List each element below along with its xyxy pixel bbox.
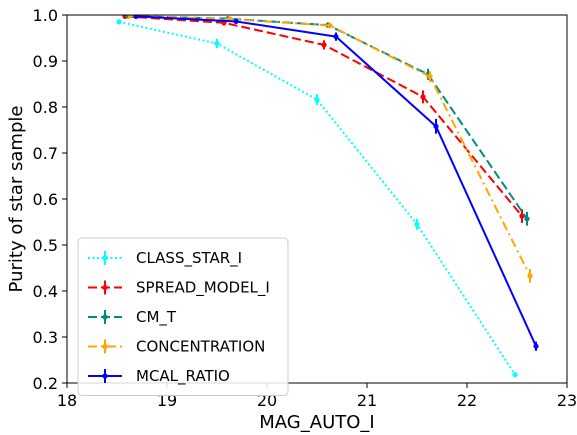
legend-label: CONCENTRATION — [136, 338, 265, 356]
data-point — [233, 18, 239, 25]
data-point — [420, 94, 426, 100]
legend-item: SPREAD_MODEL_I — [88, 279, 270, 298]
legend-marker — [102, 343, 108, 350]
legend-marker — [102, 284, 108, 291]
y-tick-label: 0.5 — [33, 236, 58, 255]
legend-marker — [102, 255, 108, 261]
data-point — [214, 40, 220, 47]
y-tick-label: 0.4 — [33, 282, 58, 301]
series-line — [127, 15, 528, 220]
y-tick-label: 1.0 — [33, 6, 58, 25]
legend-box — [77, 237, 289, 396]
series-spread-model-i — [122, 15, 525, 223]
legend-label: MCAL_RATIO — [136, 367, 230, 386]
series-class-star-i — [116, 19, 518, 378]
data-point — [433, 123, 439, 129]
series-cm-t — [125, 15, 530, 226]
data-point — [533, 343, 539, 349]
data-point — [314, 97, 320, 103]
x-tick-label: 22 — [457, 391, 477, 410]
data-point — [327, 22, 333, 29]
y-tick-label: 0.2 — [33, 374, 58, 393]
x-tick-label: 23 — [557, 391, 577, 410]
y-tick-label: 0.8 — [33, 98, 58, 117]
x-tick-label: 18 — [57, 391, 77, 410]
data-point — [116, 19, 122, 25]
legend-marker — [102, 373, 108, 379]
x-tick-label: 21 — [357, 391, 377, 410]
legend-label: CLASS_STAR_I — [136, 249, 242, 268]
legend-item: CM_T — [88, 308, 177, 327]
data-point — [333, 34, 339, 40]
legend-item: MCAL_RATIO — [88, 367, 230, 386]
series-concentration — [127, 15, 533, 283]
data-point — [127, 15, 133, 19]
data-point — [321, 42, 327, 48]
legend-item: CLASS_STAR_I — [88, 249, 242, 268]
y-tick-label: 0.7 — [33, 144, 58, 163]
legend-marker — [102, 314, 108, 320]
data-point — [133, 15, 139, 19]
data-point — [524, 216, 530, 222]
data-point — [427, 74, 433, 80]
y-axis-label: Purity of star sample — [6, 106, 27, 293]
data-point — [512, 372, 518, 378]
y-tick-label: 0.9 — [33, 52, 58, 71]
legend-label: SPREAD_MODEL_I — [136, 279, 270, 298]
series-mcal-ratio — [133, 15, 539, 351]
legend-label: CM_T — [136, 308, 177, 327]
legend-item: CONCENTRATION — [88, 338, 265, 356]
x-axis-label: MAG_AUTO_I — [259, 412, 374, 433]
y-tick-label: 0.3 — [33, 328, 58, 347]
data-point — [414, 221, 420, 227]
y-tick-label: 0.6 — [33, 190, 58, 209]
data-point — [527, 273, 533, 279]
series-line — [129, 15, 531, 277]
